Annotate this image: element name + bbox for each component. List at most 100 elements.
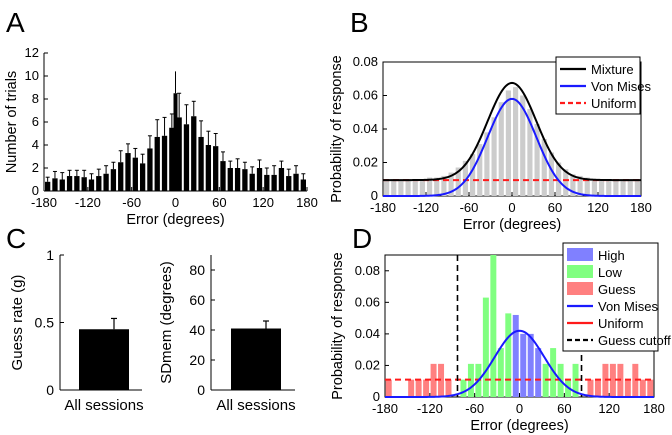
panel-c-sdmem: 0 20 40 60 80 SDmem (degrees) All sessions: [158, 255, 296, 414]
x-tick-label: -180: [372, 401, 398, 416]
bar-low: [482, 297, 489, 397]
category-label: All sessions: [64, 397, 143, 414]
x-tick-label: -120: [413, 200, 439, 215]
panel-label-d: D: [352, 223, 372, 254]
histogram-bar: [613, 179, 619, 196]
bar-guess: [609, 363, 616, 397]
bar-high: [512, 314, 519, 397]
histogram-bar: [477, 144, 483, 196]
bar: [249, 173, 255, 191]
histogram-bar: [606, 179, 612, 196]
bar: [74, 176, 80, 191]
bar: [183, 124, 190, 191]
bar: [176, 117, 182, 191]
x-axis-label: Error (degrees): [463, 217, 561, 233]
legend-label: Uniform: [591, 96, 637, 111]
x-tick-label: 60: [212, 195, 226, 210]
bar: [220, 161, 226, 191]
histogram-bar: [462, 160, 468, 196]
panel-c-guess-rate: 0 0.5 1 Guess rate (g) All sessions: [9, 247, 144, 414]
panel-label-b: B: [350, 7, 369, 38]
bar: [118, 162, 124, 191]
x-tick-label: -120: [75, 195, 101, 210]
histogram-bar: [419, 179, 425, 196]
panel-a: -180 -120 -60 0 60 120 180 0 2 4 6 8 10 12 Error (degr…: [4, 45, 318, 228]
y-tick-label: 60: [189, 292, 205, 308]
x-tick-label: 120: [252, 195, 274, 210]
y-axis-label: Number of trials: [4, 71, 20, 173]
histogram-bar: [591, 179, 597, 196]
x-tick-label: -180: [31, 195, 57, 210]
legend-swatch: [567, 265, 593, 278]
mixture-curve: [383, 81, 641, 182]
y-tick-label: 1: [46, 247, 54, 263]
bar: [286, 176, 292, 191]
bar-low: [460, 379, 467, 397]
bar: [59, 179, 65, 191]
bar: [198, 136, 204, 191]
bar-guess: [408, 379, 415, 397]
histogram-bar: [541, 139, 547, 196]
legend-label: Von Mises: [591, 79, 651, 94]
x-tick-label: 120: [587, 200, 609, 215]
x-tick-label: 0: [508, 200, 515, 215]
bar-guess: [423, 379, 430, 397]
bar: [242, 169, 248, 191]
legend-label: Guess: [598, 282, 636, 297]
bar: [154, 136, 160, 191]
histogram-bar: [634, 180, 640, 196]
histogram-bar: [405, 179, 411, 196]
y-axis-label: SDmem (degrees): [158, 261, 175, 384]
bar: [256, 168, 263, 191]
y-tick-label: 12: [25, 45, 39, 60]
histogram-bar: [434, 177, 440, 196]
x-tick-label: 120: [598, 401, 620, 416]
y-axis-label: Guess rate (g): [9, 275, 26, 371]
legend-swatch: [567, 248, 593, 261]
bar-guess: [587, 379, 594, 397]
histogram-bar: [599, 179, 605, 196]
y-tick-label: 0: [32, 183, 39, 198]
category-label: All sessions: [216, 397, 295, 414]
bar: [161, 135, 168, 191]
bar-low: [497, 348, 504, 397]
histogram-bar: [427, 177, 433, 196]
bar: [88, 179, 95, 191]
histogram-bar: [491, 117, 497, 196]
histogram-bar: [577, 175, 583, 196]
y-tick-label: 0: [46, 382, 54, 398]
y-tick-label: 0.04: [355, 326, 380, 341]
y-tick-label: 40: [189, 322, 205, 338]
histogram-bar: [448, 172, 454, 196]
x-axis-label: Error (degrees): [470, 418, 568, 434]
von-mises-curve: [383, 97, 641, 197]
histogram-bar: [398, 180, 404, 196]
histogram-bar: [584, 177, 590, 196]
legend-swatch: [567, 282, 593, 295]
x-tick-label: -60: [122, 195, 141, 210]
histogram-bar: [384, 180, 390, 196]
y-axis-label: Probability of response: [329, 55, 345, 203]
y-tick-label: 4: [32, 137, 39, 152]
legend-label: Uniform: [598, 316, 644, 331]
histogram-bar: [455, 167, 461, 196]
x-tick-label: 180: [296, 195, 318, 210]
histogram-bar: [412, 179, 418, 196]
x-tick-label: -60: [465, 401, 484, 416]
y-tick-label: 0: [373, 389, 380, 404]
histogram-bar: [498, 102, 504, 196]
bar-guess: [438, 363, 445, 397]
x-tick-label: -60: [460, 200, 479, 215]
bar-guess: [385, 379, 392, 397]
bar-guess: [639, 379, 646, 397]
bar: [66, 176, 73, 191]
histogram-bar: [505, 90, 511, 196]
legend-label: Mixture: [591, 62, 634, 77]
y-tick-label: 10: [25, 68, 39, 83]
y-tick-label: 0.02: [355, 357, 380, 372]
bar-guess: [647, 379, 654, 397]
bar-low: [490, 255, 497, 397]
bar: [110, 169, 117, 191]
panel-d: -180 -120 -60 0 60 120 180 0 0.02 0.04 0.06 0.08 Err…: [330, 242, 671, 434]
bar: [52, 178, 58, 191]
